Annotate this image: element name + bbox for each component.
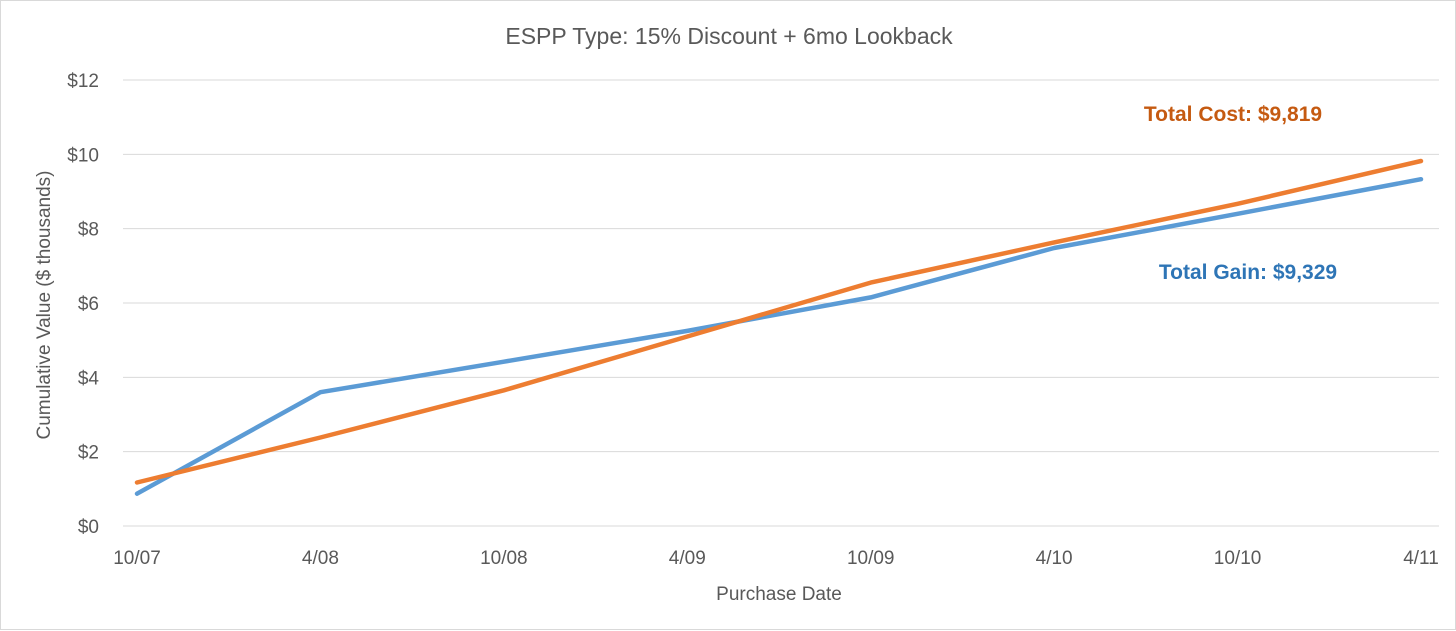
- x-tick-label: 10/10: [1214, 548, 1262, 569]
- x-tick-label: 10/09: [847, 548, 895, 569]
- x-tick-label: 4/11: [1403, 548, 1439, 569]
- y-tick-label: $12: [67, 71, 99, 92]
- y-tick-label: $10: [67, 145, 99, 166]
- gridlines: [123, 80, 1439, 526]
- x-tick-label: 10/07: [113, 548, 161, 569]
- chart-title: ESPP Type: 15% Discount + 6mo Lookback: [505, 23, 953, 49]
- y-tick-label: $4: [78, 368, 100, 389]
- x-tick-label: 4/09: [669, 548, 706, 569]
- y-tick-label: $8: [78, 220, 99, 241]
- annotation-total-gain: Total Gain: $9,329: [1159, 261, 1337, 284]
- x-tick-label: 4/10: [1036, 548, 1073, 569]
- series-line-cost: [137, 161, 1421, 483]
- y-axis-title: Cumulative Value ($ thousands): [34, 171, 55, 440]
- x-tick-label: 10/08: [480, 548, 528, 569]
- x-axis-ticks: 10/07 4/08 10/08 4/09 10/09 4/10 10/10 4/11: [113, 548, 1439, 569]
- y-tick-label: $0: [78, 517, 99, 538]
- y-axis-ticks: $0 $2 $4 $6 $8 $10 $12: [67, 71, 99, 538]
- y-tick-label: $6: [78, 294, 99, 315]
- x-axis-title: Purchase Date: [716, 584, 842, 605]
- annotation-total-cost: Total Cost: $9,819: [1144, 103, 1322, 126]
- series-lines: [137, 161, 1421, 494]
- series-line-gain: [137, 179, 1421, 494]
- y-tick-label: $2: [78, 443, 99, 464]
- x-tick-label: 4/08: [302, 548, 339, 569]
